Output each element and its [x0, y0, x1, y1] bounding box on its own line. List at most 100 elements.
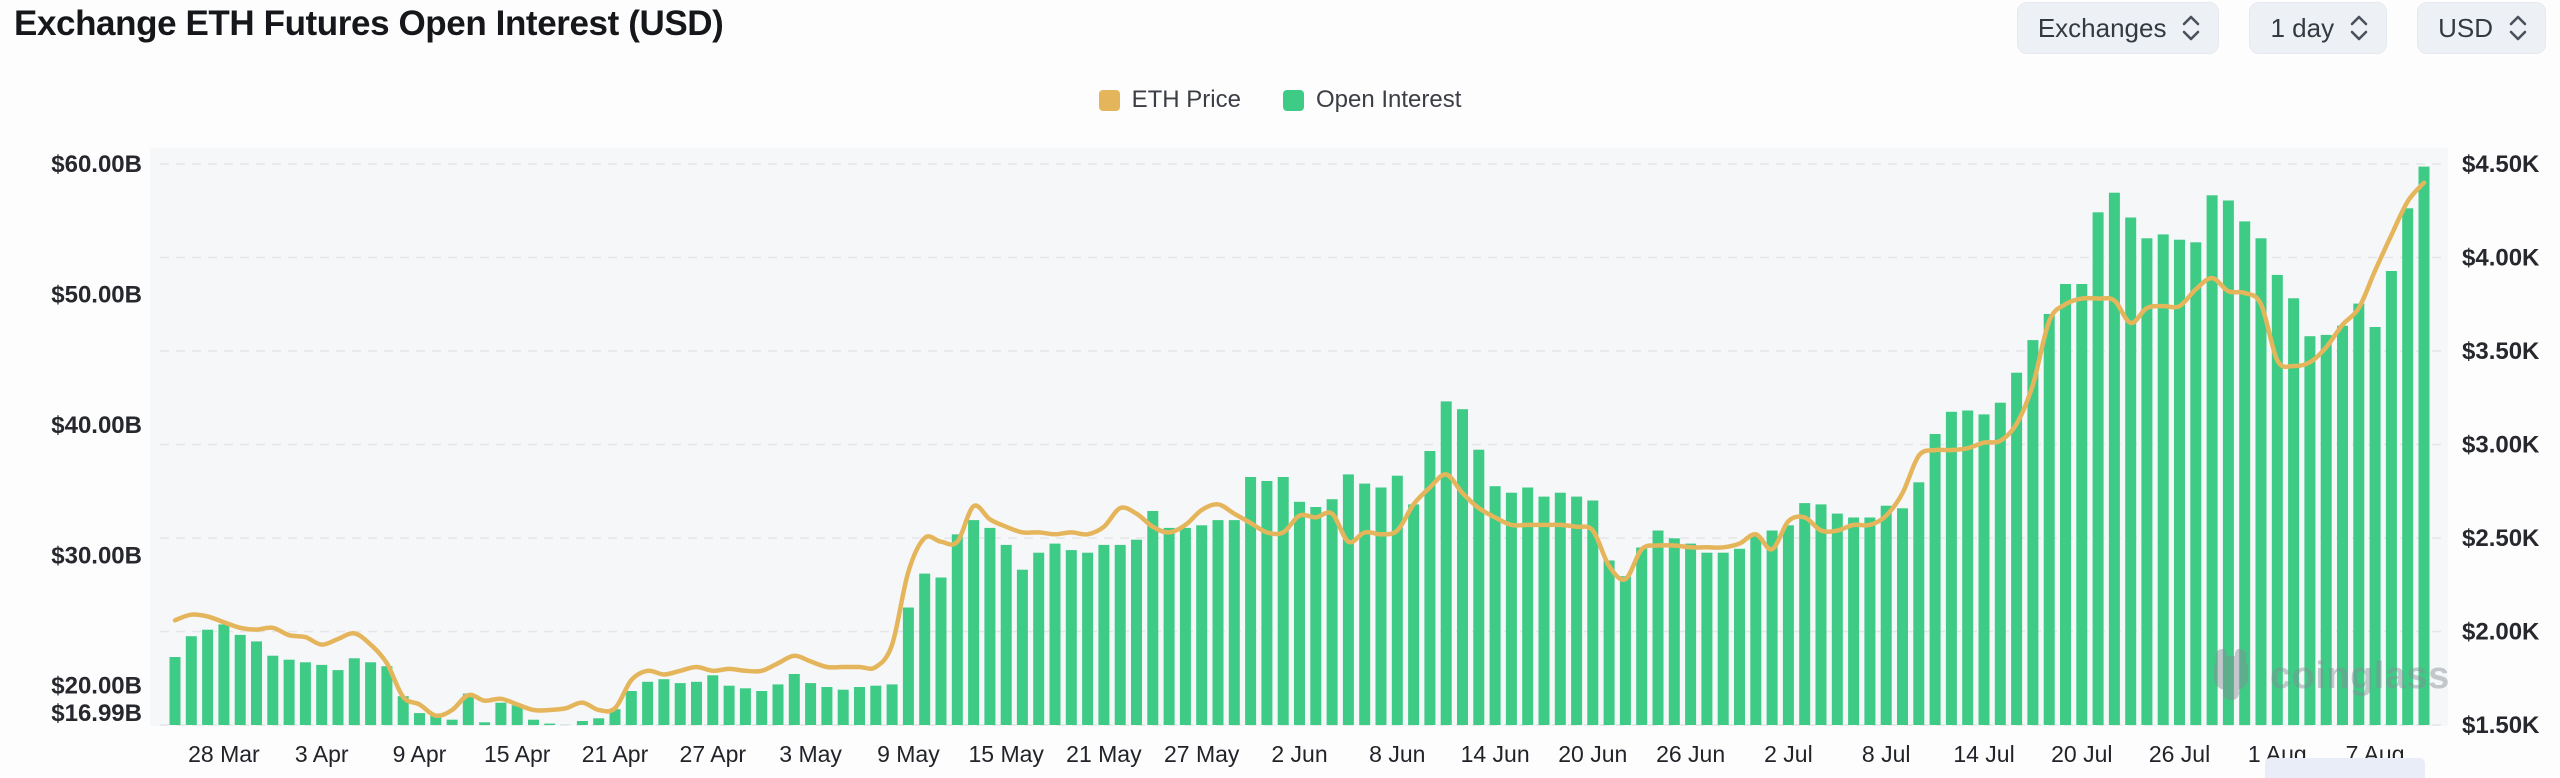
oi-bar[interactable] [202, 629, 214, 725]
oi-bar[interactable] [1065, 550, 1077, 725]
oi-bar[interactable] [658, 679, 670, 725]
oi-bar[interactable] [1636, 547, 1648, 726]
oi-bar[interactable] [495, 702, 507, 725]
oi-bar[interactable] [1391, 475, 1403, 725]
oi-bar[interactable] [267, 655, 279, 725]
oi-bar[interactable] [1033, 552, 1045, 725]
oi-bar[interactable] [1457, 409, 1468, 725]
oi-bar[interactable] [1864, 517, 1876, 726]
oi-bar[interactable] [1000, 544, 1012, 725]
oi-bar[interactable] [739, 688, 751, 725]
oi-bar[interactable] [479, 722, 491, 725]
oi-bar[interactable] [788, 674, 800, 725]
oi-bar[interactable] [756, 691, 768, 725]
oi-bar[interactable] [1016, 569, 1028, 725]
oi-bar[interactable] [1962, 410, 1974, 726]
oi-bar[interactable] [2353, 303, 2365, 725]
oi-bar[interactable] [316, 664, 328, 725]
oi-bar[interactable] [1571, 496, 1583, 725]
oi-bar[interactable] [283, 659, 295, 725]
oi-bar[interactable] [1440, 401, 1452, 725]
oi-bar[interactable] [1831, 513, 1843, 725]
oi-bar[interactable] [2320, 334, 2332, 725]
oi-bar[interactable] [1929, 434, 1941, 725]
oi-bar[interactable] [1897, 508, 1908, 725]
oi-bar[interactable] [707, 675, 719, 725]
oi-bar[interactable] [642, 681, 654, 725]
oi-bar[interactable] [185, 636, 197, 725]
oi-bar[interactable] [691, 681, 702, 725]
oi-bar[interactable] [1945, 411, 1957, 725]
oi-bar[interactable] [1587, 500, 1599, 726]
oi-bar[interactable] [1473, 449, 1485, 725]
oi-bar[interactable] [1815, 504, 1827, 725]
oi-bar[interactable] [1131, 539, 1142, 725]
oi-bar[interactable] [2304, 336, 2316, 725]
oi-bar[interactable] [2027, 340, 2039, 725]
oi-bar[interactable] [609, 709, 621, 725]
oi-bar[interactable] [1212, 520, 1224, 725]
legend-item-eth-price[interactable]: ETH Price [1098, 86, 1241, 114]
oi-bar[interactable] [462, 693, 474, 725]
oi-bar[interactable] [2157, 234, 2169, 725]
oi-bar[interactable] [1179, 527, 1191, 725]
oi-bar[interactable] [2174, 239, 2185, 725]
oi-bar[interactable] [625, 691, 637, 725]
oi-bar[interactable] [446, 719, 458, 725]
oi-bar[interactable] [723, 685, 735, 725]
oi-bar[interactable] [1994, 402, 2006, 725]
oi-bar[interactable] [1717, 552, 1729, 725]
oi-bar[interactable] [234, 634, 246, 725]
oi-bar[interactable] [1652, 530, 1664, 726]
oi-bar[interactable] [1261, 481, 1273, 725]
legend-item-open-interest[interactable]: Open Interest [1282, 86, 1461, 114]
oi-bar[interactable] [1978, 414, 1990, 725]
oi-bar[interactable] [2271, 274, 2283, 725]
oi-bar[interactable] [511, 705, 523, 725]
oi-bar[interactable] [2337, 325, 2348, 725]
oi-bar[interactable] [2076, 284, 2088, 725]
oi-bar[interactable] [805, 683, 817, 725]
oi-bar[interactable] [1701, 552, 1713, 725]
oi-bar[interactable] [1734, 548, 1745, 725]
oi-bar[interactable] [397, 696, 409, 725]
oi-bar[interactable] [2043, 314, 2055, 725]
oi-bar[interactable] [2141, 238, 2153, 726]
oi-bar[interactable] [381, 666, 393, 725]
oi-bar[interactable] [1782, 525, 1794, 725]
oi-bar[interactable] [1049, 543, 1061, 725]
oi-bar[interactable] [1277, 477, 1289, 725]
oi-bar[interactable] [1326, 499, 1338, 725]
oi-bar[interactable] [968, 520, 980, 725]
oi-bar[interactable] [1082, 552, 1094, 725]
oi-bar[interactable] [1163, 527, 1175, 725]
oi-bar[interactable] [1603, 560, 1615, 726]
oi-bar[interactable] [902, 607, 914, 726]
oi-bar[interactable] [919, 573, 931, 725]
oi-bar[interactable] [1342, 474, 1354, 725]
oi-bar[interactable] [951, 534, 963, 725]
oi-bar[interactable] [984, 527, 996, 725]
oi-bar[interactable] [1196, 525, 1208, 725]
oi-bar[interactable] [528, 719, 539, 725]
exchanges-select[interactable]: Exchanges [2016, 2, 2220, 54]
oi-bar[interactable] [886, 684, 898, 725]
oi-bar[interactable] [251, 641, 262, 725]
oi-bar[interactable] [674, 683, 686, 725]
oi-bar[interactable] [1098, 544, 1110, 725]
oi-bar[interactable] [2288, 298, 2300, 725]
oi-bar[interactable] [299, 662, 311, 725]
oi-bar[interactable] [2190, 242, 2202, 726]
oi-bar[interactable] [1147, 511, 1159, 725]
oi-bar[interactable] [1799, 503, 1811, 725]
oi-bar[interactable] [2092, 212, 2104, 726]
oi-bar[interactable] [2239, 221, 2251, 725]
oi-bar[interactable] [2369, 327, 2381, 725]
oi-bar[interactable] [1619, 576, 1631, 725]
currency-select[interactable]: USD [2417, 2, 2546, 54]
oi-bar[interactable] [821, 687, 833, 725]
oi-bar[interactable] [1359, 483, 1371, 725]
oi-bar[interactable] [2011, 372, 2023, 725]
oi-bar[interactable] [1489, 486, 1501, 725]
